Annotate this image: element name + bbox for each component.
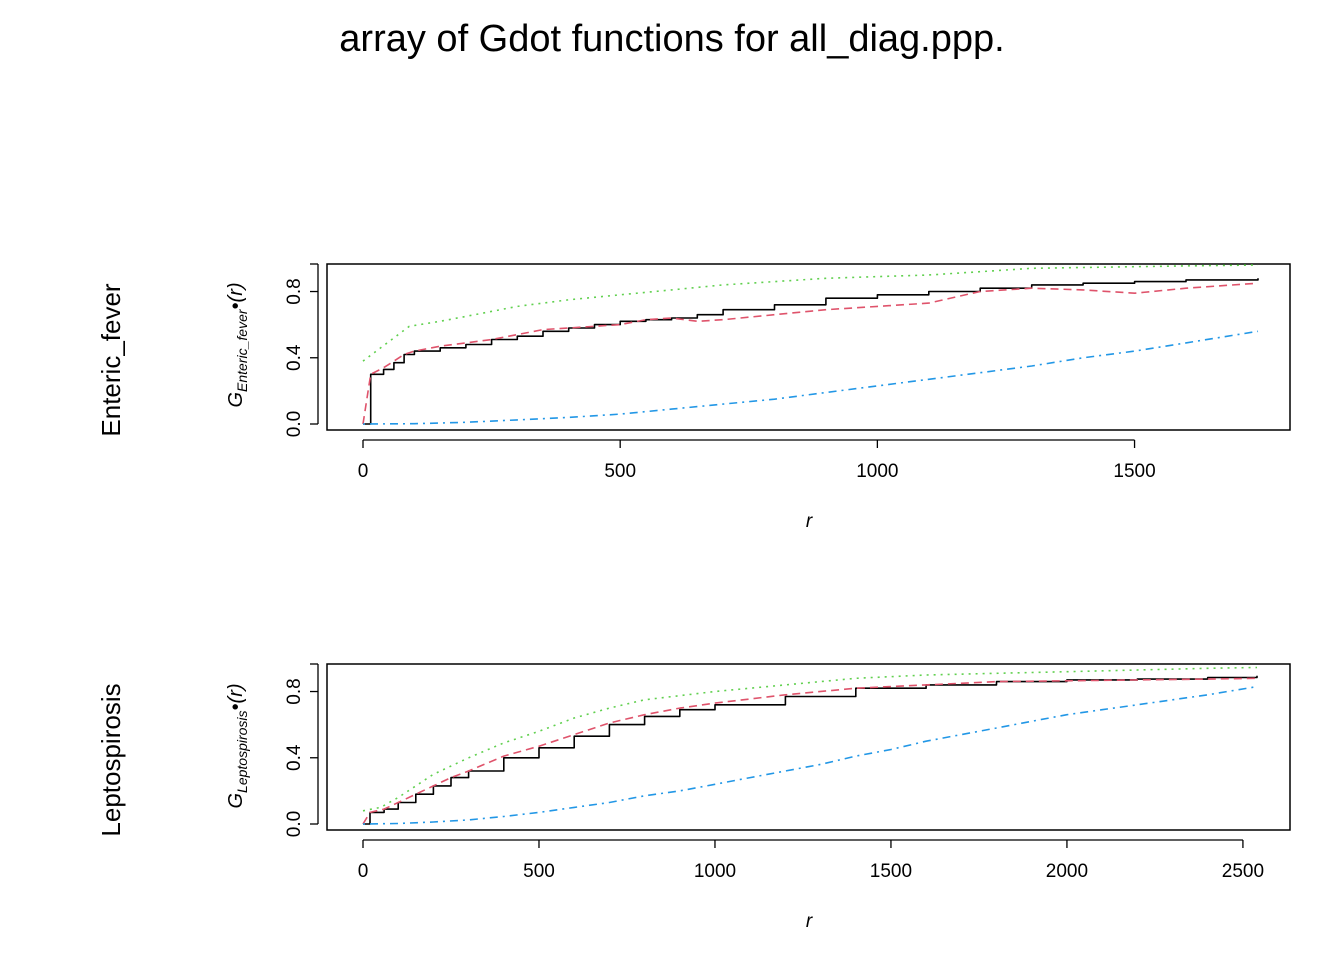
series-line-obs: [363, 675, 1258, 825]
panel-leptospirosis: Leptospirosis GLeptospirosis•(r) 0.00.40…: [96, 663, 1291, 932]
series-line-lo: [362, 685, 1258, 825]
y-tick-label: 0.0: [284, 811, 305, 837]
y-axis-label-enteric-fever: GEnteric_fever•(r): [225, 282, 250, 407]
figure-title: array of Gdot functions for all_diag.ppp…: [339, 18, 1004, 60]
series-line-lo: [362, 330, 1259, 425]
y-tick-label: 0.8: [284, 278, 305, 304]
row-label-leptospirosis: Leptospirosis: [96, 683, 126, 836]
row-label-enteric-fever: Enteric_fever: [96, 283, 126, 437]
y-axis-enteric-fever: 0.0 0.4 0.8: [284, 263, 319, 437]
y-tick-label: 0.4: [284, 744, 305, 771]
x-tick-label: 1000: [856, 461, 898, 482]
y-axis-label-leptospirosis: GLeptospirosis•(r): [225, 683, 250, 808]
series-lines-leptospirosis: [362, 666, 1258, 825]
series-lines-enteric-fever: [362, 264, 1259, 425]
x-axis-leptospirosis: 0 500 1000 1500 2000 2500: [358, 839, 1264, 882]
series-line-hi: [362, 264, 1259, 362]
x-tick-label: 1500: [870, 861, 912, 882]
x-axis-label-leptospirosis: r: [806, 911, 813, 932]
x-axis-label-enteric-fever: r: [806, 511, 813, 532]
x-axis-enteric-fever: 0 500 1000 1500: [358, 439, 1156, 482]
x-tick-label: 2000: [1046, 861, 1088, 882]
series-line-theo: [362, 282, 1259, 425]
x-tick-label: 0: [358, 861, 369, 882]
panel-enteric-fever: Enteric_fever GEnteric_fever•(r) 0.00.40…: [96, 263, 1291, 532]
series-line-obs: [363, 278, 1259, 425]
plot-frame-leptospirosis: [326, 663, 1291, 831]
x-tick-label: 500: [604, 461, 636, 482]
y-axis-leptospirosis: 0.0 0.4 0.8: [284, 663, 319, 837]
series-line-hi: [362, 666, 1258, 812]
x-tick-label: 2500: [1222, 861, 1264, 882]
x-tick-label: 500: [523, 861, 555, 882]
x-tick-label: 0: [358, 461, 369, 482]
x-tick-label: 1500: [1113, 461, 1155, 482]
series-line-theo: [362, 677, 1258, 825]
plot-frame-enteric-fever: [326, 263, 1291, 431]
x-tick-label: 1000: [694, 861, 736, 882]
y-tick-label: 0.0: [284, 411, 305, 437]
y-tick-label: 0.4: [284, 344, 305, 371]
y-tick-label: 0.8: [284, 678, 305, 704]
